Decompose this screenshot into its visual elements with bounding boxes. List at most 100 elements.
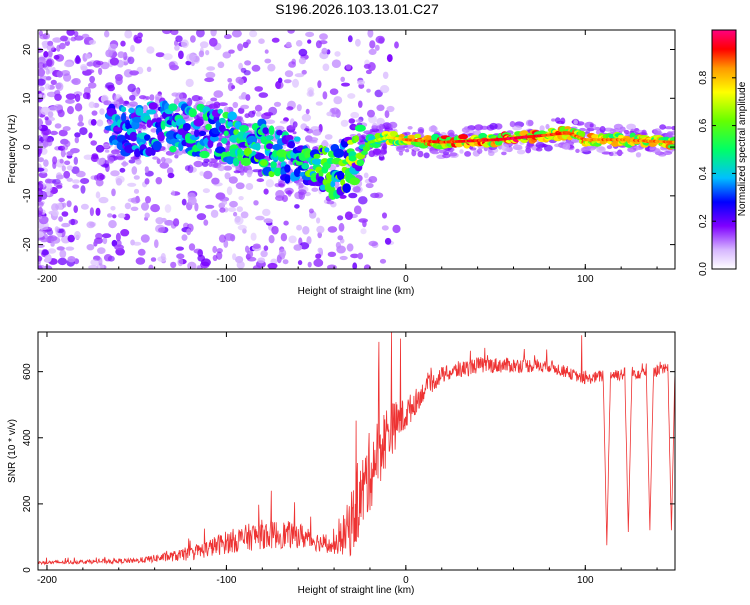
- heat-halo-blob: [477, 148, 483, 155]
- heat-noise-blob: [307, 87, 315, 94]
- heat-noise-blob: [177, 257, 184, 267]
- heat-ridge-blob: [276, 129, 283, 136]
- heat-noise-blob: [51, 210, 59, 217]
- heat-halo-blob: [372, 148, 381, 155]
- heat-noise-blob: [352, 262, 358, 269]
- heat-noise-blob: [228, 49, 235, 54]
- heat-noise-blob: [46, 44, 55, 51]
- heat-noise-blob: [88, 101, 96, 109]
- heat-noise-blob: [315, 40, 322, 49]
- heat-noise-blob: [44, 253, 52, 263]
- heat-noise-blob: [252, 243, 261, 249]
- heat-noise-blob: [114, 244, 124, 251]
- heat-noise-blob: [133, 188, 140, 194]
- heat-noise-blob: [313, 258, 324, 267]
- heat-noise-blob: [70, 218, 76, 226]
- heat-noise-blob: [90, 259, 99, 266]
- heat-halo-blob: [256, 178, 265, 183]
- heat-halo-blob: [298, 189, 307, 196]
- heat-halo-blob: [171, 92, 179, 97]
- heat-noise-blob: [246, 250, 254, 258]
- heat-ridge-blob: [128, 107, 135, 114]
- heat-ridge-blob: [254, 142, 261, 151]
- heat-halo-blob: [509, 121, 516, 128]
- spectrogram-y-ticks: -20 -10 0 10 20: [22, 44, 675, 252]
- heat-noise-blob: [212, 245, 218, 254]
- heat-noise-blob: [258, 38, 265, 44]
- heat-noise-blob: [81, 33, 90, 39]
- heat-noise-blob: [170, 30, 179, 36]
- heat-noise-blob: [288, 235, 297, 244]
- heat-noise-blob: [95, 179, 104, 187]
- heat-noise-blob: [59, 42, 66, 50]
- spectrogram-x-ticks: -200 -100 0 100: [37, 30, 658, 285]
- heat-halo-blob: [255, 111, 262, 117]
- heat-noise-blob: [86, 244, 95, 251]
- heat-ridge-blob: [218, 117, 226, 124]
- heat-halo-blob: [566, 139, 571, 144]
- heat-noise-blob: [105, 49, 113, 58]
- heat-noise-blob: [244, 60, 252, 66]
- heat-halo-blob: [380, 149, 388, 155]
- heat-halo-blob: [613, 123, 624, 130]
- heat-noise-blob: [186, 228, 192, 236]
- heat-noise-blob: [91, 110, 98, 116]
- heat-ridge-blob: [356, 159, 365, 167]
- heat-ridge-blob: [313, 153, 321, 159]
- heat-noise-blob: [57, 246, 65, 251]
- heat-noise-blob: [205, 71, 216, 79]
- heat-noise-blob: [124, 202, 132, 210]
- heat-noise-blob: [262, 208, 271, 217]
- heat-noise-blob: [62, 126, 71, 132]
- heat-noise-blob: [56, 44, 61, 52]
- heat-noise-blob: [337, 235, 344, 241]
- heat-noise-blob: [234, 215, 241, 223]
- heat-noise-blob: [223, 106, 230, 114]
- heat-halo-blob: [265, 119, 276, 125]
- heat-noise-blob: [209, 37, 218, 47]
- heat-noise-blob: [381, 225, 389, 231]
- heat-noise-blob: [316, 217, 321, 224]
- heat-halo-blob: [224, 145, 231, 152]
- heat-halo-blob: [667, 132, 674, 139]
- heat-ridge-blob: [407, 134, 417, 140]
- heat-ridge-blob: [454, 142, 464, 148]
- heat-noise-blob: [71, 78, 81, 85]
- heat-noise-blob: [224, 172, 231, 180]
- heat-halo-blob: [103, 100, 112, 106]
- y-tick-label: 200: [22, 495, 33, 512]
- heat-noise-blob: [38, 167, 45, 172]
- heat-noise-blob: [66, 30, 75, 36]
- heat-halo-blob: [286, 125, 296, 130]
- heat-noise-blob: [321, 47, 328, 55]
- heat-noise-blob: [72, 184, 80, 189]
- heat-noise-blob: [288, 61, 296, 68]
- heat-halo-blob: [388, 121, 398, 129]
- heat-halo-blob: [413, 146, 419, 152]
- heat-halo-blob: [398, 151, 404, 156]
- heat-noise-blob: [120, 40, 126, 47]
- chart-title: S196.2026.103.13.01.C27: [275, 1, 439, 17]
- heat-noise-blob: [333, 96, 343, 105]
- heat-noise-blob: [219, 207, 226, 213]
- heat-ridge-blob: [148, 102, 158, 110]
- heat-noise-blob: [238, 107, 245, 114]
- heat-halo-blob: [654, 148, 661, 155]
- heat-noise-blob: [227, 207, 237, 213]
- y-tick-label: 0: [22, 144, 33, 150]
- heat-halo-blob: [240, 104, 250, 110]
- heat-noise-blob: [315, 101, 323, 106]
- heat-noise-blob: [305, 31, 315, 38]
- heat-ridge-blob: [121, 112, 127, 123]
- heat-noise-blob: [38, 93, 43, 98]
- heat-noise-blob: [89, 207, 94, 217]
- heat-noise-blob: [306, 236, 312, 245]
- heat-noise-blob: [374, 44, 380, 51]
- heat-noise-blob: [130, 197, 141, 204]
- heat-halo-blob: [371, 125, 379, 130]
- heat-noise-blob: [159, 162, 170, 169]
- heat-halo-blob: [405, 148, 410, 153]
- heat-noise-blob: [236, 206, 243, 213]
- heat-noise-blob: [340, 76, 346, 83]
